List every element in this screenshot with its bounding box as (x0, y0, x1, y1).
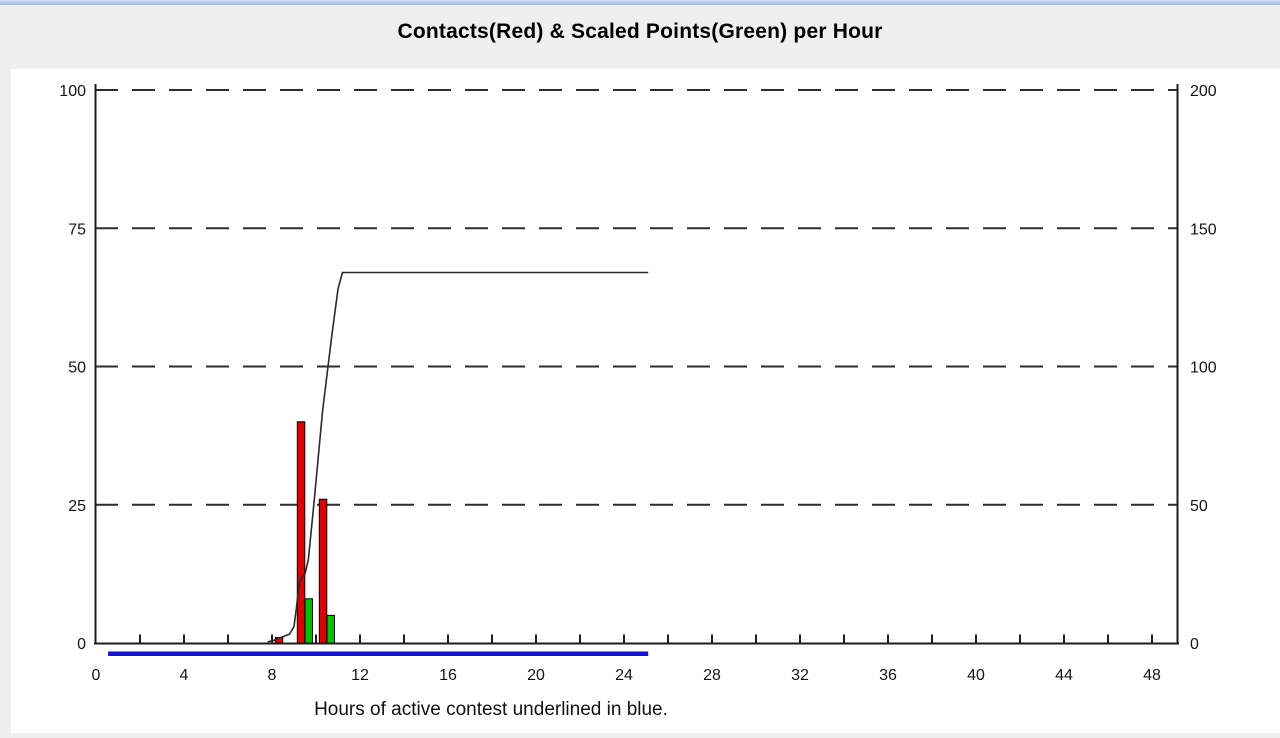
y-left-label-75: 75 (68, 221, 86, 238)
active-hours-underline (108, 651, 649, 656)
cumulative-contacts-line (267, 271, 649, 643)
chart-panel (11, 69, 1280, 733)
x-tick-label-0: 0 (92, 667, 101, 684)
x-tick-label-8: 8 (268, 667, 277, 684)
y-left-label-25: 25 (68, 498, 86, 515)
x-tick-label-48: 48 (1143, 667, 1161, 684)
window-top-border (0, 0, 1280, 5)
chart-title: Contacts(Red) & Scaled Points(Green) per… (397, 20, 883, 43)
y-right-label-150: 150 (1190, 221, 1217, 238)
x-tick-label-4: 4 (180, 667, 189, 684)
x-tick-label-12: 12 (351, 667, 369, 684)
x-tick-label-40: 40 (967, 667, 985, 684)
y-right-label-50: 50 (1190, 498, 1208, 515)
y-right-label-0: 0 (1190, 636, 1199, 653)
x-tick-label-44: 44 (1055, 667, 1073, 684)
x-tick-label-36: 36 (879, 667, 897, 684)
x-axis-caption: Hours of active contest underlined in bl… (314, 699, 668, 720)
y-left-label-50: 50 (68, 360, 86, 377)
contacts-bar-hour-10 (318, 498, 328, 644)
contacts-bar-hour-9 (296, 421, 306, 644)
x-tick-label-28: 28 (703, 667, 721, 684)
scaled-points-bar-hour-9 (304, 598, 313, 644)
y-left-label-100: 100 (59, 83, 86, 100)
y-right-label-200: 200 (1190, 83, 1217, 100)
x-tick-label-20: 20 (527, 667, 545, 684)
x-tick-label-16: 16 (439, 667, 457, 684)
x-tick-label-32: 32 (791, 667, 809, 684)
y-right-label-100: 100 (1190, 360, 1217, 377)
x-tick-label-24: 24 (615, 667, 633, 684)
y-left-label-0: 0 (77, 636, 86, 653)
scaled-points-bar-hour-10 (326, 614, 335, 644)
